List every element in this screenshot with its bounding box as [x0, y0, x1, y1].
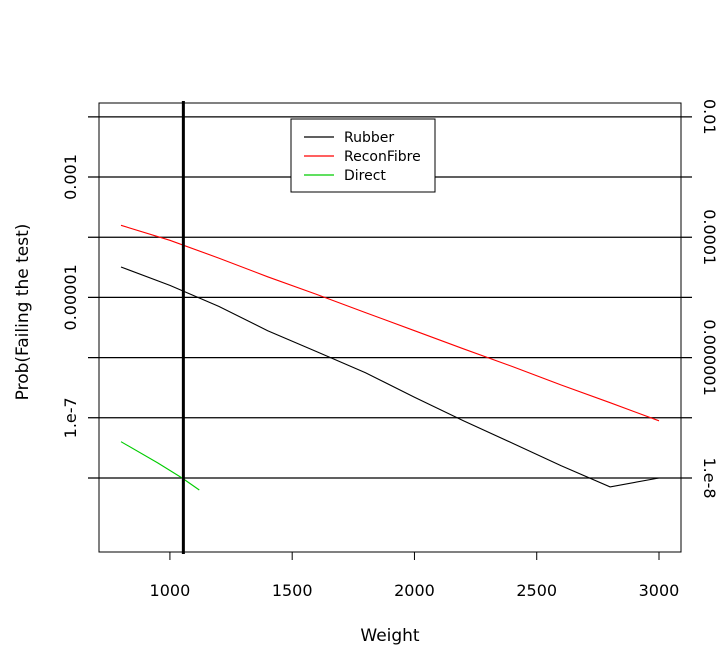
x-axis-label: Weight [360, 626, 420, 646]
y-tick-label-right: 0.000001 [700, 319, 719, 395]
series-lines [120, 224, 660, 491]
x-tick-label: 1500 [272, 581, 313, 600]
legend-label-rubber: Rubber [344, 130, 394, 146]
series-line-rubber [120, 266, 660, 488]
y-axis-label: Prob(Failing the test) [13, 224, 33, 401]
legend-label-direct: Direct [344, 168, 386, 184]
y-tick-label-right: 1.e-8 [700, 457, 719, 498]
horizontal-reference-lines [88, 116, 692, 479]
x-tick-label: 2500 [516, 581, 557, 600]
y-tick-label-left: 0.00001 [61, 264, 80, 330]
x-tick-label: 2000 [394, 581, 435, 600]
y-tick-label-left: 1.e-7 [61, 397, 80, 438]
series-line-direct [120, 441, 200, 491]
y-tick-label-left: 0.001 [61, 154, 80, 200]
x-tick-label: 3000 [639, 581, 680, 600]
series-line-reconfibre [120, 224, 660, 422]
y-tick-label-right: 0.01 [700, 99, 719, 135]
plot-box [98, 102, 682, 553]
legend: Rubber ReconFibre Direct [290, 118, 436, 193]
y-axis-left-ticks: 0.001 0.00001 1.e-7 [61, 154, 80, 438]
y-tick-label-right: 0.0001 [700, 209, 719, 265]
y-axis-right-ticks: 0.01 0.0001 0.000001 1.e-8 [700, 99, 719, 499]
x-axis-ticks: 1000 1500 2000 2500 3000 [150, 552, 680, 600]
legend-label-reconfibre: ReconFibre [344, 149, 421, 165]
x-tick-label: 1000 [150, 581, 191, 600]
